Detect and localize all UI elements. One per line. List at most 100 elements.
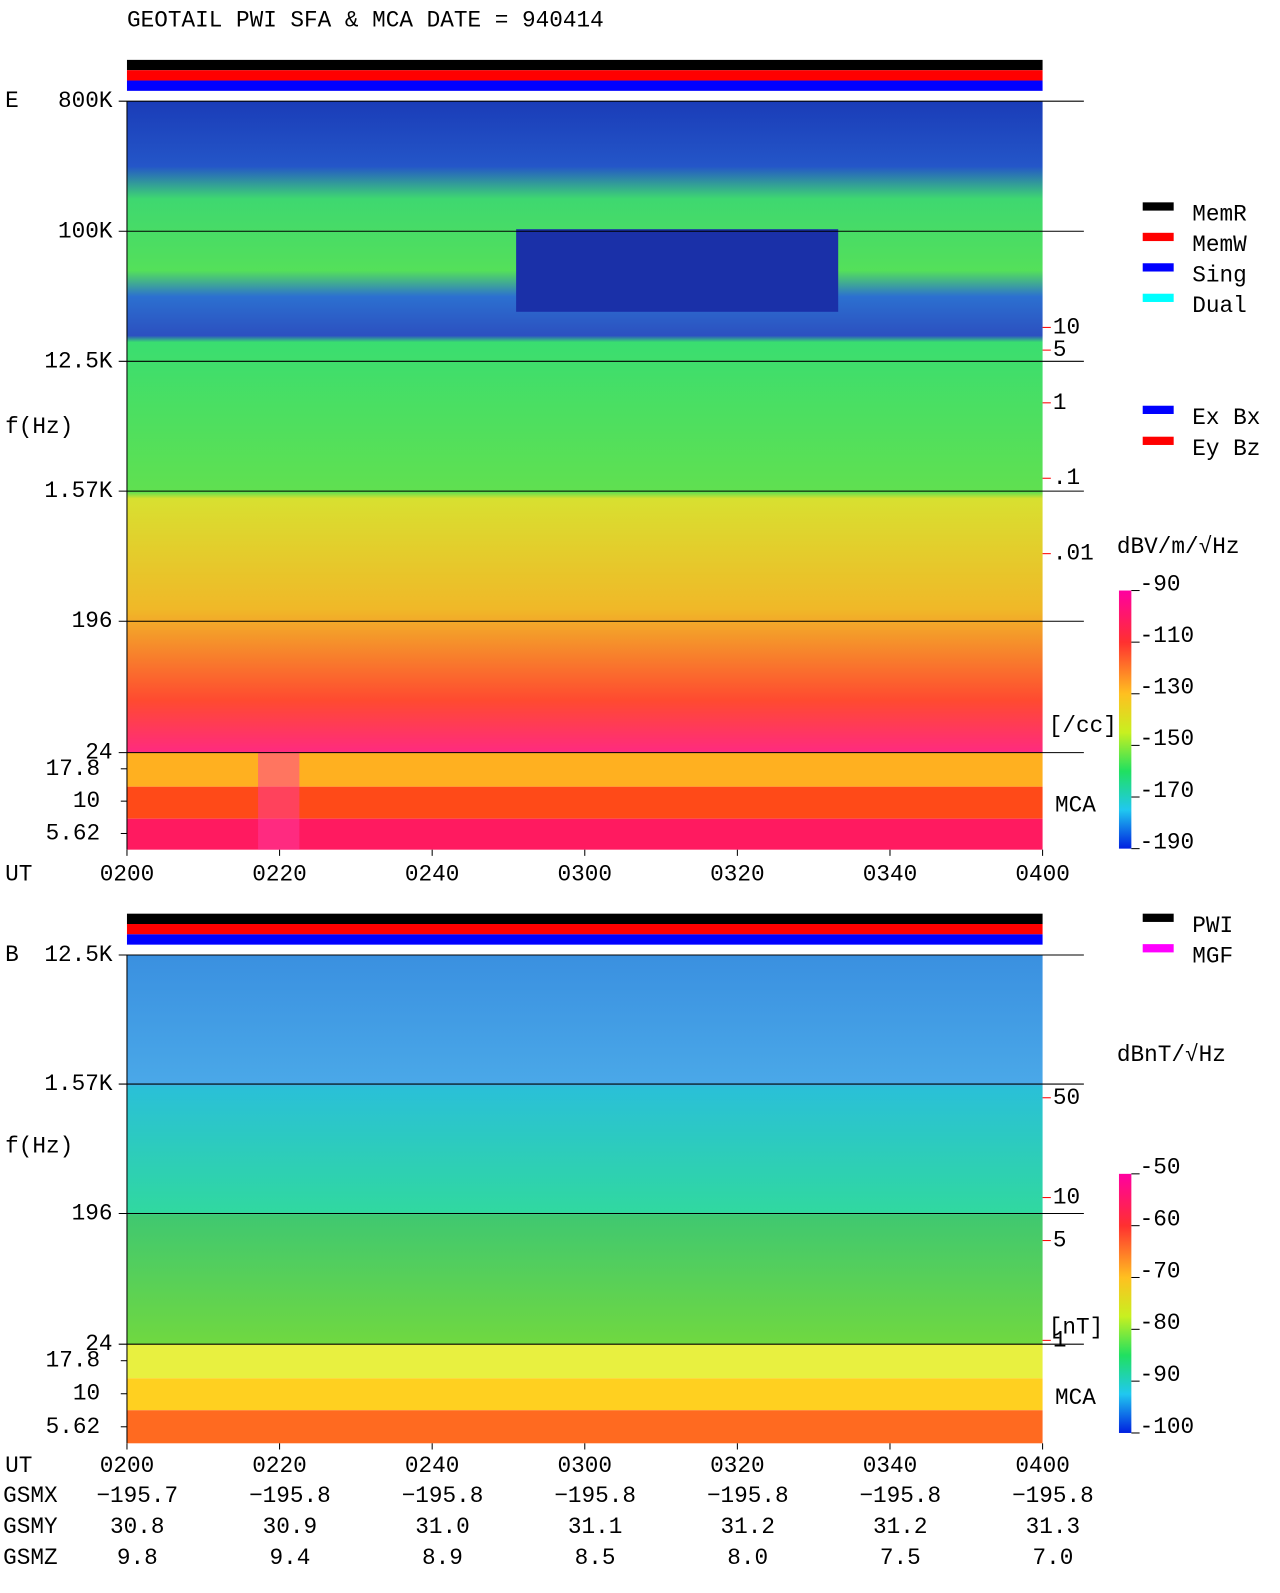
- x-tick-label: 0220: [252, 861, 306, 887]
- y2-tick-label: .1: [1053, 465, 1080, 491]
- orbit-row-label: GSMX: [3, 1483, 58, 1509]
- y2-tick-label: 1: [1053, 390, 1067, 416]
- legend-swatch: [1142, 263, 1174, 272]
- y2-tick-label: 5: [1053, 337, 1067, 363]
- mca-label: MCA: [1055, 1385, 1096, 1411]
- orbit-value: 9.4: [269, 1545, 310, 1571]
- x-tick-label: 0340: [863, 1453, 917, 1479]
- legend-label: PWI: [1192, 913, 1233, 939]
- mca-channel-label: 17.8: [46, 1348, 100, 1374]
- orbit-value: 8.5: [575, 1545, 616, 1571]
- orbit-value: −195.8: [859, 1483, 941, 1509]
- orbit-value: 30.8: [110, 1514, 164, 1540]
- colorbar-tick-label: -50: [1140, 1155, 1181, 1181]
- colorbar-tick-label: -70: [1140, 1258, 1181, 1284]
- y-tick-label: 1.57K: [44, 478, 112, 504]
- colorbar-label: dBnT/√Hz: [1117, 1042, 1226, 1068]
- legend-label: MGF: [1192, 944, 1233, 970]
- x-axis-label: UT: [5, 1453, 32, 1479]
- mca-channel-label: 5.62: [46, 820, 100, 846]
- orbit-value: 8.0: [727, 1545, 768, 1571]
- orbit-value: −195.8: [249, 1483, 331, 1509]
- y2-tick-label: 50: [1053, 1085, 1080, 1111]
- mca-channel-label: 17.8: [46, 756, 100, 782]
- colorbar-tick-label: -110: [1140, 623, 1194, 649]
- y-tick-label: 12.5K: [44, 348, 112, 374]
- x-tick-label: 0400: [1015, 1453, 1069, 1479]
- orbit-value: 9.8: [117, 1545, 158, 1571]
- legend-swatch: [1142, 293, 1174, 302]
- mca-channel-label: 5.62: [46, 1414, 100, 1440]
- legend-swatch: [1142, 232, 1174, 242]
- legend-label: Sing: [1192, 263, 1246, 289]
- x-tick-label: 0200: [100, 861, 154, 887]
- orbit-value: 31.2: [873, 1514, 927, 1540]
- legend-label: Ey Bz: [1192, 436, 1260, 462]
- y-tick-label: 800K: [58, 88, 113, 114]
- x-tick-label: 0320: [710, 861, 764, 887]
- colorbar-tick-label: -150: [1140, 726, 1194, 752]
- x-tick-label: 0320: [710, 1453, 764, 1479]
- spectrogram-b: [126, 913, 1043, 1444]
- colorbar-tick-label: -170: [1140, 778, 1194, 804]
- orbit-row-label: GSMZ: [3, 1545, 57, 1571]
- y2-tick-label: 5: [1053, 1228, 1067, 1254]
- y-axis-label: f(Hz): [5, 1133, 73, 1159]
- mca-label: MCA: [1055, 792, 1096, 818]
- y-tick-label: 196: [72, 1201, 113, 1227]
- legend-label: MemW: [1192, 232, 1247, 258]
- legend-swatch: [1142, 405, 1174, 414]
- y2-tick-label: .01: [1053, 541, 1094, 567]
- x-tick-label: 0340: [863, 861, 917, 887]
- colorbar-tick-label: -90: [1140, 1362, 1181, 1388]
- orbit-value: 7.0: [1032, 1545, 1073, 1571]
- chart-title: GEOTAIL PWI SFA & MCA DATE = 940414: [127, 8, 604, 34]
- orbit-value: −195.8: [554, 1483, 636, 1509]
- orbit-value: −195.8: [707, 1483, 789, 1509]
- orbit-value: 8.9: [422, 1545, 463, 1571]
- x-tick-label: 0300: [558, 1453, 612, 1479]
- legend-swatch: [1142, 944, 1174, 953]
- orbit-value: 31.3: [1026, 1514, 1080, 1540]
- orbit-value: −195.8: [402, 1483, 484, 1509]
- legend-label: Ex Bx: [1192, 405, 1260, 431]
- orbit-value: −195.7: [96, 1483, 178, 1509]
- orbit-value: 31.1: [568, 1514, 622, 1540]
- x-axis-label: UT: [5, 861, 32, 887]
- y2-tick-label: 1: [1053, 1327, 1067, 1353]
- x-tick-label: 0220: [252, 1453, 306, 1479]
- y-tick-label: 100K: [58, 218, 113, 244]
- legend-swatch: [1142, 913, 1174, 922]
- orbit-value: −195.8: [1012, 1483, 1094, 1509]
- x-tick-label: 0200: [100, 1453, 154, 1479]
- legend-label: Dual: [1192, 293, 1246, 319]
- legend-swatch: [1142, 436, 1174, 445]
- orbit-value: 31.2: [720, 1514, 774, 1540]
- colorbar-tick-label: -90: [1140, 571, 1181, 597]
- y-tick-label: 1.57K: [44, 1071, 112, 1097]
- colorbar-tick-label: -60: [1140, 1206, 1181, 1232]
- x-tick-label: 0400: [1015, 861, 1069, 887]
- legend-swatch: [1142, 202, 1174, 211]
- panel-label: E: [5, 88, 19, 114]
- orbit-value: 30.9: [263, 1514, 317, 1540]
- mca-channel-label: 10: [73, 1381, 100, 1407]
- spectrogram-e: [126, 59, 1043, 850]
- orbit-value: 7.5: [880, 1545, 921, 1571]
- y2-axis-label: [nT]: [1049, 1315, 1103, 1341]
- y2-tick-label: 10: [1053, 314, 1080, 340]
- x-tick-label: 0240: [405, 861, 459, 887]
- colorbar-tick-label: -130: [1140, 675, 1194, 701]
- orbit-value: 31.0: [415, 1514, 469, 1540]
- y-tick-label: 24: [85, 1331, 112, 1357]
- x-tick-label: 0300: [558, 861, 612, 887]
- y-tick-label: 12.5K: [44, 942, 112, 968]
- colorbar-tick-label: -80: [1140, 1310, 1181, 1336]
- orbit-row-label: GSMY: [3, 1514, 58, 1540]
- legend-label: MemR: [1192, 202, 1247, 228]
- colorbar-tick-label: -190: [1140, 829, 1194, 855]
- colorbars: [1118, 590, 1132, 1433]
- y-tick-label: 196: [72, 608, 113, 634]
